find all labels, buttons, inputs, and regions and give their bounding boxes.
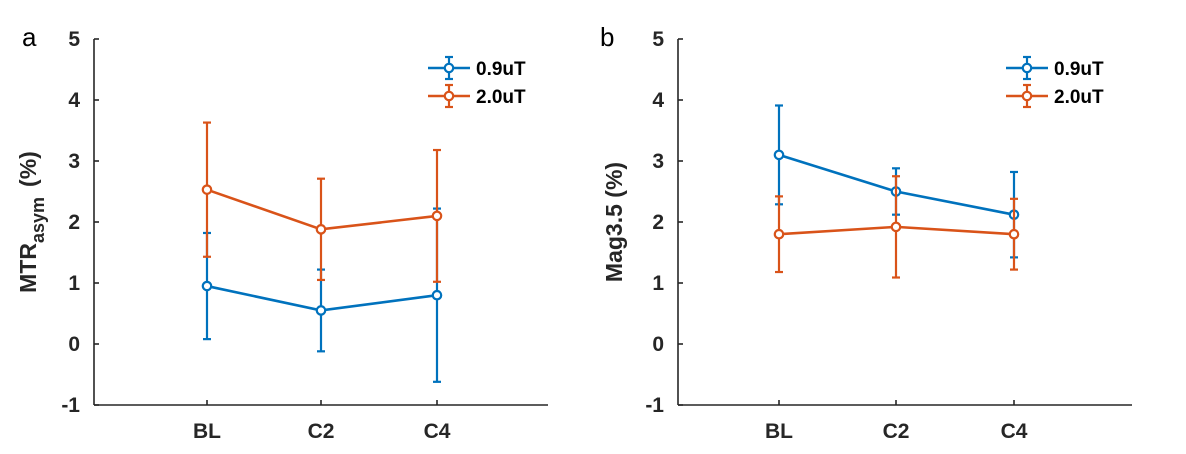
y-axis-label-main: Mag3.5 (%) — [601, 162, 627, 282]
x-tick-label: C2 — [883, 420, 910, 443]
panel-b: b Mag3.5 (%) -1 0 1 2 3 4 5 BL C2 C4 0.9uT 2.0uT — [600, 22, 1132, 443]
y-axis-label-a: MTRasym (%) — [15, 151, 48, 293]
x-tick-label: C2 — [308, 420, 335, 443]
y-axis-label-main: MTR — [15, 243, 41, 293]
y-tick-label: 5 — [652, 28, 664, 51]
y-tick-label: 4 — [68, 89, 80, 112]
y-tick-label: 1 — [652, 272, 664, 295]
data-point — [431, 210, 443, 222]
panel-label-a: a — [22, 22, 37, 52]
y-axis-label-subscript: asym — [28, 197, 48, 243]
data-point — [201, 280, 213, 292]
x-tick-label: BL — [765, 420, 793, 443]
y-tick-label: 2 — [652, 211, 664, 234]
legend-label: 0.9uT — [476, 59, 526, 80]
data-point — [201, 184, 213, 195]
series-2.0uT — [201, 121, 443, 283]
data-point — [773, 149, 785, 161]
data-point — [315, 224, 327, 235]
plot-area-b: -1 0 1 2 3 4 5 BL C2 C4 0.9uT 2.0uT — [645, 28, 1132, 443]
y-tick-label: 5 — [68, 28, 80, 51]
y-tick-label: 3 — [68, 150, 80, 173]
legend: 0.9uT 2.0uT — [428, 55, 526, 109]
legend-label: 0.9uT — [1054, 59, 1104, 80]
legend-marker — [1021, 90, 1033, 102]
data-point — [890, 221, 902, 233]
data-point — [315, 305, 327, 316]
y-tick-label: 0 — [652, 333, 664, 356]
legend-label: 2.0uT — [476, 87, 526, 108]
panel-label-b: b — [600, 22, 614, 52]
legend-marker — [443, 62, 455, 74]
x-tick-label: C4 — [424, 420, 451, 443]
data-point — [773, 228, 785, 240]
legend-label: 2.0uT — [1054, 87, 1104, 108]
x-tick-label: BL — [193, 420, 221, 443]
plot-area-a: -1 0 1 2 3 4 5 BL C2 C4 0.9uT 2.0uT — [61, 28, 548, 443]
data-point — [431, 289, 443, 301]
y-axis-label-unit: (%) — [15, 151, 41, 187]
series-2.0uT — [773, 175, 1020, 279]
y-tick-label: 2 — [68, 211, 80, 234]
y-tick-label: 0 — [68, 333, 80, 356]
panel-a: a MTRasym (%) -1 0 1 2 3 4 5 BL C2 C4 0.9uT 2.0uT — [15, 22, 548, 443]
y-tick-label: -1 — [61, 394, 80, 417]
y-tick-label: 3 — [652, 150, 664, 173]
data-point — [1008, 228, 1020, 240]
legend-marker — [443, 90, 455, 102]
y-tick-label: -1 — [645, 394, 664, 417]
y-axis-label-b: Mag3.5 (%) — [601, 162, 627, 282]
legend: 0.9uT 2.0uT — [1006, 55, 1104, 109]
x-tick-label: C4 — [1001, 420, 1028, 443]
y-tick-label: 4 — [652, 89, 664, 112]
y-tick-label: 1 — [68, 272, 80, 295]
legend-marker — [1021, 62, 1033, 74]
